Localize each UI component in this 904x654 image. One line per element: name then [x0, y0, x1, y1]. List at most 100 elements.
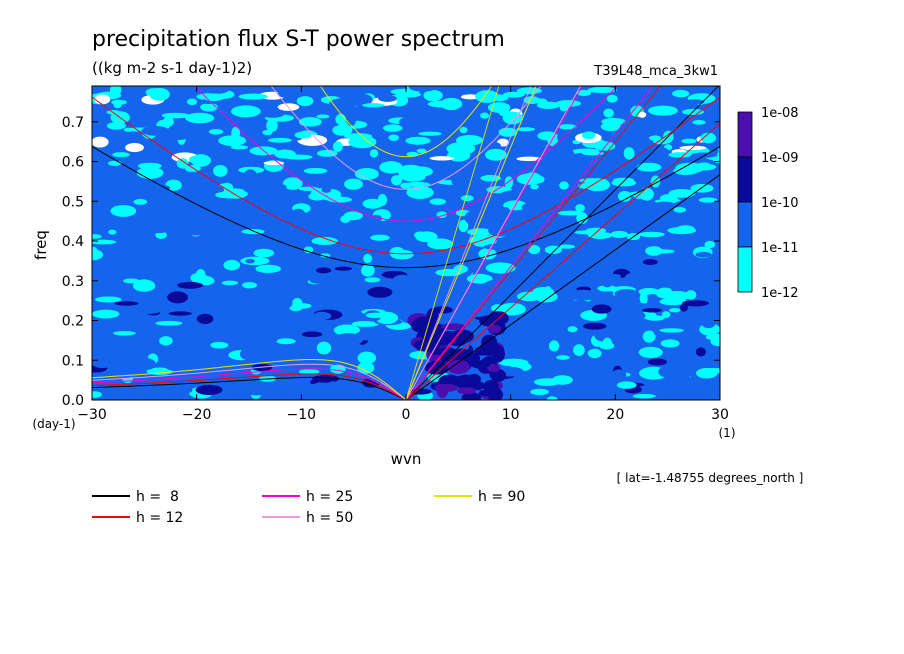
shading-patch [480, 112, 490, 119]
shading-patch [576, 251, 586, 258]
shading-patch [389, 246, 405, 259]
shading-patch [146, 184, 171, 192]
shading-patch [695, 347, 706, 357]
shading-patch [487, 363, 501, 373]
shading-patch [106, 366, 135, 380]
shading-patch [369, 373, 393, 383]
shading-patch [114, 261, 124, 271]
shading-patch [505, 272, 522, 283]
shading-patch [282, 177, 303, 190]
shading-patch [440, 97, 463, 111]
shading-patch [327, 196, 352, 203]
shading-patch [591, 304, 612, 314]
shading-patch [638, 231, 665, 238]
shading-patch [155, 231, 167, 239]
shading-patch [420, 279, 431, 285]
shading-patch [357, 361, 375, 374]
shading-patch [378, 355, 393, 361]
shading-patch [690, 183, 714, 193]
shading-patch [126, 393, 138, 400]
colorbar-swatch [737, 201, 753, 248]
x-tick-label: 0 [402, 407, 411, 423]
shading-patch [195, 384, 223, 396]
shading-patch [521, 202, 550, 213]
y-axis: 0.0 0.1 0.2 0.3 0.4 0.5 0.6 0.7 [62, 115, 720, 409]
shading-patch [686, 280, 702, 286]
shading-patch [379, 161, 403, 174]
shading-patch [137, 162, 162, 170]
shading-patch [617, 190, 632, 202]
y-tick-label: 0.0 [62, 393, 84, 409]
shading-patch [106, 122, 126, 130]
shading-patch [642, 330, 656, 343]
shading-patch [695, 315, 706, 323]
rossby-curve [92, 373, 407, 400]
shading-patch [255, 264, 282, 273]
legend-label: h = 50 [306, 510, 353, 526]
shading-patch [303, 167, 328, 174]
inertia-gravity-curve [270, 86, 542, 190]
shading-patch [672, 89, 690, 98]
shading-patch [585, 227, 607, 234]
shading-patch [378, 95, 397, 102]
shading-patch [316, 341, 332, 355]
shading-patch [291, 208, 306, 220]
shading-patch [464, 211, 477, 224]
shading-patch [265, 293, 291, 307]
shading-patch [111, 99, 128, 105]
shading-patch [266, 119, 278, 133]
shading-patch [284, 154, 313, 160]
shading-patch [447, 359, 470, 375]
shading-patch [196, 313, 214, 324]
shading-patch [559, 181, 569, 190]
shading-patch [548, 340, 560, 352]
shading-patch [679, 303, 689, 312]
shading-patch [391, 175, 402, 186]
shading-patch [343, 211, 363, 221]
shading-patch [241, 228, 265, 235]
shading-patch [155, 320, 183, 326]
rossby-curve [92, 368, 407, 400]
shading-patch [581, 131, 596, 140]
colorbar-swatch [737, 246, 753, 293]
kelvin-wave-line [405, 86, 654, 400]
shading-patch [480, 174, 501, 182]
shading-patch [316, 267, 332, 274]
shading-patch [483, 380, 499, 394]
mixed-wave-line [405, 86, 662, 400]
shading-patch [673, 207, 687, 213]
shading-patch [632, 393, 656, 399]
shading-patch [245, 387, 268, 396]
y-tick-label: 0.5 [62, 194, 84, 210]
inertia-gravity-curve [92, 96, 720, 255]
x-axis: −30 −20 −10 0 10 20 30 [77, 86, 729, 423]
shading-patch [176, 158, 189, 169]
colorbar-label: 1e-11 [761, 241, 799, 256]
shading-patch [665, 391, 690, 400]
shading-patch [685, 290, 697, 300]
shading-patch [369, 149, 379, 158]
shading-patch [650, 212, 668, 219]
shading-patch [228, 323, 250, 337]
shading-patch [141, 109, 150, 120]
shading-patch [121, 193, 140, 202]
colorbar-label: 1e-12 [761, 286, 799, 301]
y-tick-label: 0.3 [62, 274, 84, 290]
shading-patch [659, 328, 684, 333]
shading-patch [108, 229, 117, 235]
shading-patch [92, 356, 114, 369]
shading-patch [698, 197, 718, 203]
shading-patch [94, 94, 111, 105]
shading-patch [513, 379, 528, 391]
shading-patch [530, 184, 539, 190]
shading-patch [92, 391, 102, 398]
shading-patch [107, 160, 122, 166]
shading-patch [238, 93, 268, 100]
shading-patch [695, 251, 712, 258]
shading-patch [223, 259, 241, 271]
shading-patch [460, 94, 480, 100]
shading-patch [332, 124, 353, 136]
kelvin-wave-line [405, 122, 720, 400]
shading-patch [587, 348, 602, 359]
